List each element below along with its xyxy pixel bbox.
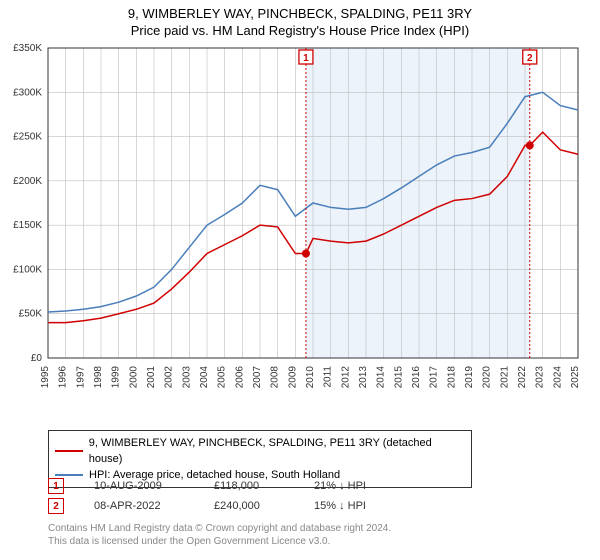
svg-text:£0: £0	[31, 353, 43, 364]
svg-text:2002: 2002	[164, 366, 175, 389]
svg-text:£150K: £150K	[13, 220, 42, 231]
svg-text:2010: 2010	[305, 366, 316, 389]
sale-marker-icon: 1	[48, 478, 64, 494]
title-subtitle: Price paid vs. HM Land Registry's House …	[0, 23, 600, 38]
svg-text:1: 1	[303, 53, 309, 64]
svg-text:2020: 2020	[482, 366, 493, 389]
svg-text:2025: 2025	[570, 366, 581, 389]
svg-text:2012: 2012	[340, 366, 351, 389]
sale-date: 08-APR-2022	[94, 500, 184, 512]
legend-row: 9, WIMBERLEY WAY, PINCHBECK, SPALDING, P…	[55, 435, 465, 467]
sale-price: £118,000	[214, 480, 284, 492]
svg-text:2007: 2007	[252, 366, 263, 389]
svg-text:£50K: £50K	[19, 309, 43, 320]
svg-text:2011: 2011	[323, 366, 334, 388]
sale-marker-icon: 2	[48, 498, 64, 514]
chart-container: 9, WIMBERLEY WAY, PINCHBECK, SPALDING, P…	[0, 0, 600, 560]
chart-area: £0£50K£100K£150K£200K£250K£300K£350K1995…	[48, 48, 578, 398]
svg-text:2003: 2003	[181, 366, 192, 389]
svg-text:2018: 2018	[446, 366, 457, 389]
svg-text:2008: 2008	[270, 366, 281, 389]
chart-svg: £0£50K£100K£150K£200K£250K£300K£350K1995…	[48, 48, 578, 398]
svg-text:1998: 1998	[93, 366, 104, 389]
svg-text:2023: 2023	[535, 366, 546, 389]
sale-price: £240,000	[214, 500, 284, 512]
svg-text:2004: 2004	[199, 366, 210, 389]
svg-text:£300K: £300K	[13, 87, 42, 98]
footer-line: Contains HM Land Registry data © Crown c…	[48, 522, 391, 535]
svg-text:2009: 2009	[287, 366, 298, 389]
svg-text:1999: 1999	[111, 366, 122, 389]
svg-text:2006: 2006	[234, 366, 245, 389]
svg-text:2013: 2013	[358, 366, 369, 389]
footer-line: This data is licensed under the Open Gov…	[48, 535, 391, 548]
svg-text:1997: 1997	[75, 366, 86, 389]
svg-text:2001: 2001	[146, 366, 157, 389]
svg-text:2015: 2015	[393, 366, 404, 389]
sale-row: 2 08-APR-2022 £240,000 15% ↓ HPI	[48, 496, 394, 516]
svg-text:2019: 2019	[464, 366, 475, 389]
svg-text:2005: 2005	[217, 366, 228, 389]
svg-text:1996: 1996	[58, 366, 69, 389]
sale-change: 21% ↓ HPI	[314, 480, 394, 492]
svg-text:2: 2	[527, 53, 533, 64]
legend-label: 9, WIMBERLEY WAY, PINCHBECK, SPALDING, P…	[89, 435, 465, 467]
svg-text:£350K: £350K	[13, 43, 42, 54]
footer: Contains HM Land Registry data © Crown c…	[48, 522, 391, 548]
svg-text:£250K: £250K	[13, 132, 42, 143]
title-address: 9, WIMBERLEY WAY, PINCHBECK, SPALDING, P…	[0, 6, 600, 21]
sale-change: 15% ↓ HPI	[314, 500, 394, 512]
svg-text:1995: 1995	[40, 366, 51, 389]
svg-text:2021: 2021	[499, 366, 510, 389]
legend-swatch	[55, 450, 83, 452]
svg-text:2017: 2017	[429, 366, 440, 389]
svg-text:£100K: £100K	[13, 264, 42, 275]
titles: 9, WIMBERLEY WAY, PINCHBECK, SPALDING, P…	[0, 0, 600, 38]
sales-table: 1 10-AUG-2009 £118,000 21% ↓ HPI 2 08-AP…	[48, 476, 394, 516]
sale-date: 10-AUG-2009	[94, 480, 184, 492]
svg-text:£200K: £200K	[13, 176, 42, 187]
svg-text:2024: 2024	[552, 366, 563, 389]
sale-row: 1 10-AUG-2009 £118,000 21% ↓ HPI	[48, 476, 394, 496]
svg-text:2016: 2016	[411, 366, 422, 389]
svg-text:2022: 2022	[517, 366, 528, 389]
svg-text:2014: 2014	[376, 366, 387, 389]
svg-text:2000: 2000	[128, 366, 139, 389]
